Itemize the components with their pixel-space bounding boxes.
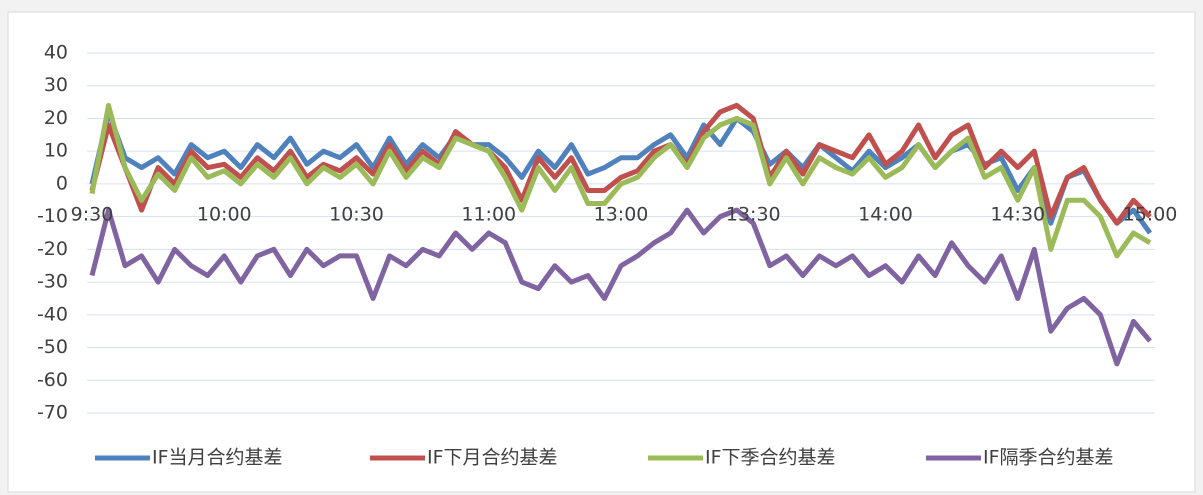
x-tick-label: 10:30 bbox=[329, 203, 384, 225]
x-tick-label: 11:00 bbox=[461, 203, 516, 225]
y-tick-label: 0 bbox=[56, 172, 68, 194]
x-tick-label: 13:00 bbox=[594, 203, 649, 225]
y-tick-label: -50 bbox=[37, 336, 68, 358]
x-tick-label: 10:00 bbox=[197, 203, 252, 225]
y-tick-label: -30 bbox=[37, 271, 68, 293]
x-tick-label: 9:30 bbox=[71, 203, 114, 225]
legend-label: IF当月合约基差 bbox=[152, 447, 283, 469]
chart-area bbox=[7, 11, 1196, 493]
legend-label: IF下月合约基差 bbox=[427, 447, 558, 469]
legend-label: IF隔季合约基差 bbox=[983, 447, 1114, 469]
x-tick-label: 13:30 bbox=[726, 203, 781, 225]
y-tick-label: -20 bbox=[37, 238, 68, 260]
y-tick-label: -60 bbox=[37, 369, 68, 391]
grid bbox=[87, 52, 1155, 414]
y-tick-label: -70 bbox=[37, 402, 68, 424]
legend-label: IF下季合约基差 bbox=[705, 447, 836, 469]
y-tick-label: 30 bbox=[44, 74, 68, 96]
y-tick-label: 40 bbox=[44, 42, 68, 64]
labels: -70 -60 -50 -40 -30 -20 -10 0 10 20 30 40 9:30 10:00 1… bbox=[37, 42, 1177, 424]
y-tick-label: -40 bbox=[37, 303, 68, 325]
series-line bbox=[89, 207, 1152, 367]
legend: IF当月合约基差 IF下月合约基差 IF下季合约基差 IF隔季合约基差 bbox=[95, 447, 1114, 469]
x-tick-label: 14:30 bbox=[990, 203, 1045, 225]
y-tick-label: -10 bbox=[37, 205, 68, 227]
y-tick-label: 20 bbox=[44, 107, 68, 129]
x-tick-label: 15:00 bbox=[1123, 203, 1178, 225]
x-tick-label: 14:00 bbox=[858, 203, 913, 225]
lines bbox=[89, 102, 1153, 367]
series-line bbox=[89, 102, 1152, 226]
y-tick-label: 10 bbox=[44, 140, 68, 162]
series-line bbox=[89, 102, 1152, 259]
